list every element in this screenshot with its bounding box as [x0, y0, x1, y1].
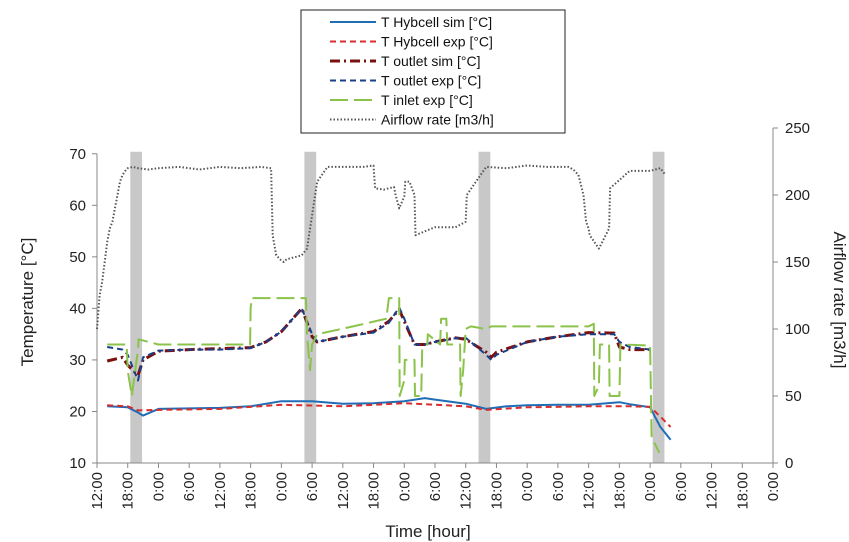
y2-tick-label-4: 200: [785, 187, 810, 204]
series-line-1: [107, 402, 672, 428]
shaded-band-0: [130, 151, 143, 463]
x-tick-label-22: 0:00: [765, 472, 782, 501]
x-axis-title: Time [hour]: [385, 522, 470, 541]
x-tick-label-7: 6:00: [304, 472, 321, 501]
y2-axis-title: Airflow rate [m3/h]: [830, 232, 849, 369]
shaded-band-1: [304, 151, 317, 463]
x-tick-label-9: 18:00: [366, 472, 383, 510]
y-tick-label-5: 60: [69, 197, 86, 214]
x-tick-label-15: 6:00: [550, 472, 567, 501]
x-tick-label-1: 18:00: [120, 472, 137, 510]
x-tick-label-8: 12:00: [335, 472, 352, 510]
x-tick-label-5: 18:00: [243, 472, 260, 510]
y2-tick-label-5: 250: [785, 120, 810, 137]
y-tick-label-2: 30: [69, 352, 86, 369]
y2-tick-label-2: 100: [785, 321, 810, 338]
axes: [92, 127, 778, 468]
y-tick-label-3: 40: [69, 300, 86, 317]
y2-tick-label-3: 150: [785, 254, 810, 271]
shaded-periods: [130, 151, 665, 463]
legend-label-1: T Hybcell exp [°C]: [381, 34, 493, 50]
tick-labels: 10 20 30 40 50 60 70 0 50 100 150 200 250 12:00 18:00 0…: [69, 120, 810, 510]
y-tick-label-1: 20: [69, 403, 86, 420]
y2-tick-label-0: 0: [785, 455, 793, 472]
series-group: [96, 164, 672, 454]
x-tick-label-3: 6:00: [181, 472, 198, 501]
series-line-2: [106, 306, 651, 377]
x-tick-label-16: 12:00: [581, 472, 598, 510]
shaded-band-3: [652, 151, 665, 463]
legend-label-4: T inlet exp [°C]: [381, 92, 473, 108]
series-line-3: [107, 306, 651, 382]
x-tick-label-13: 18:00: [488, 472, 505, 510]
legend: T Hybcell sim [°C] T Hybcell exp [°C] T ou…: [300, 9, 566, 134]
x-tick-label-10: 0:00: [396, 472, 413, 501]
y-tick-label-4: 50: [69, 249, 86, 266]
x-tick-label-19: 6:00: [673, 472, 690, 501]
series-line-5: [96, 164, 667, 330]
x-tick-label-14: 0:00: [519, 472, 536, 501]
x-tick-label-20: 12:00: [704, 472, 721, 510]
y2-tick-label-1: 50: [785, 388, 802, 405]
legend-label-0: T Hybcell sim [°C]: [381, 14, 492, 30]
x-tick-label-11: 6:00: [427, 472, 444, 501]
series-line-0: [107, 397, 672, 441]
legend-label-2: T outlet sim [°C]: [381, 53, 480, 69]
x-tick-label-2: 0:00: [150, 472, 167, 501]
x-tick-label-6: 0:00: [273, 472, 290, 501]
y-axis-title: Temperature [°C]: [18, 238, 37, 367]
x-tick-label-18: 0:00: [642, 472, 659, 501]
y-tick-label-0: 10: [69, 455, 86, 472]
x-tick-label-21: 18:00: [734, 472, 751, 510]
shaded-band-2: [478, 151, 491, 463]
x-tick-label-4: 12:00: [212, 472, 229, 510]
legend-box: [300, 9, 566, 134]
y-tick-label-6: 70: [69, 146, 86, 163]
legend-label-3: T outlet exp [°C]: [381, 73, 481, 89]
series-line-4: [107, 297, 661, 454]
legend-label-5: Airflow rate [m3/h]: [381, 112, 494, 128]
x-tick-label-12: 12:00: [458, 472, 475, 510]
x-tick-label-0: 12:00: [89, 472, 106, 510]
x-tick-label-17: 18:00: [611, 472, 628, 510]
